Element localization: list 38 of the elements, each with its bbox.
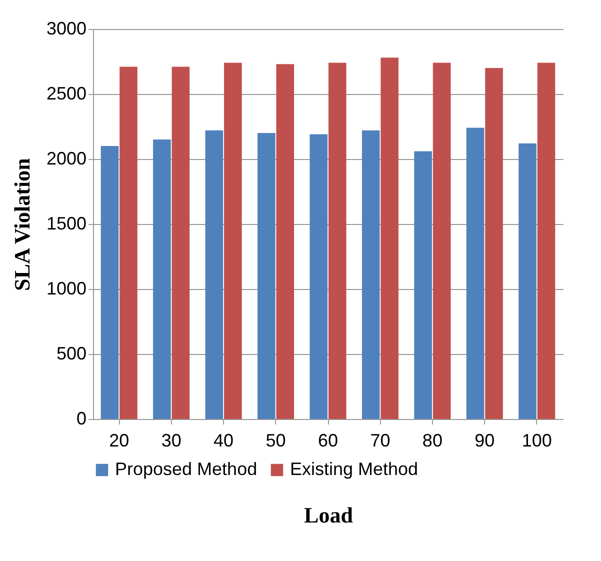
y-tick-label: 3000 <box>46 18 86 38</box>
x-tick-label: 30 <box>161 430 182 450</box>
y-tick-label: 500 <box>56 344 86 364</box>
legend-label: Proposed Method <box>115 459 258 479</box>
bar <box>328 62 346 419</box>
bar <box>414 151 432 419</box>
x-tick-label: 100 <box>522 430 552 450</box>
y-tick-label: 0 <box>76 408 86 428</box>
x-tick-label: 20 <box>109 430 130 450</box>
x-axis-title: Load <box>304 502 353 528</box>
bar <box>205 130 224 419</box>
x-tick-label: 90 <box>474 430 495 450</box>
bar <box>258 133 276 419</box>
bar <box>362 130 380 419</box>
bar <box>518 143 536 419</box>
bar <box>172 66 190 419</box>
y-tick-label: 1500 <box>46 214 86 234</box>
bar <box>224 62 242 419</box>
bar <box>153 140 171 419</box>
bar <box>537 62 556 419</box>
y-tick-label: 2000 <box>46 148 86 168</box>
x-tick-label: 70 <box>370 430 390 450</box>
y-tick-label: 2500 <box>46 84 86 104</box>
bar <box>466 128 484 419</box>
y-tick-label: 1000 <box>46 278 86 298</box>
bar <box>100 146 119 419</box>
y-axis-title: SLA Violation <box>9 158 34 291</box>
legend-label: Existing Method <box>290 459 418 479</box>
bar <box>120 66 138 419</box>
x-tick-label: 80 <box>422 430 442 450</box>
bar <box>432 62 451 419</box>
bar <box>485 68 503 419</box>
bar <box>380 58 398 419</box>
bar <box>310 134 328 419</box>
x-tick-label: 60 <box>318 430 338 450</box>
x-tick-label: 50 <box>266 430 286 450</box>
x-tick-label: 40 <box>214 430 234 450</box>
bar <box>276 64 294 419</box>
